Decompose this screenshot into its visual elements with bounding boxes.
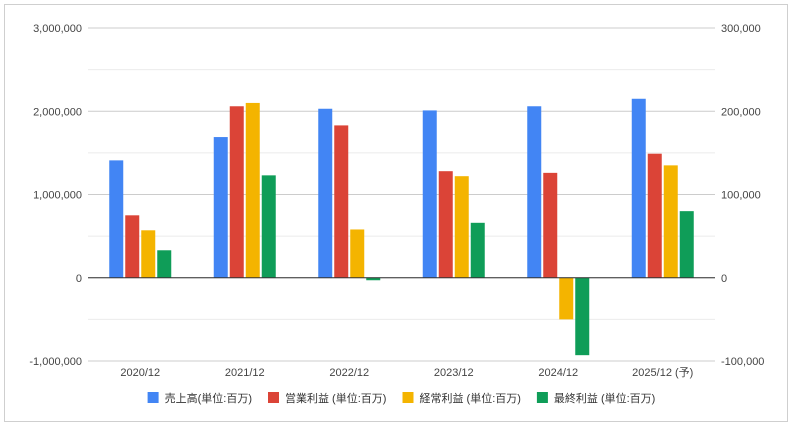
right-axis-ticks: 300,000 200,000 100,000 0 -100,000	[721, 23, 764, 368]
category-label: 2024/12	[538, 367, 578, 379]
right-tick-label: -100,000	[721, 356, 764, 368]
legend-label: 営業利益 (単位:百万)	[285, 391, 386, 405]
legend-swatch	[147, 392, 159, 403]
right-tick-label: 300,000	[721, 23, 761, 35]
bar-1-2	[213, 137, 228, 278]
legend-item: 経常利益 (単位:百万)	[402, 391, 521, 405]
left-tick-label: -1,000,000	[29, 356, 82, 368]
legend-item: 営業利益 (単位:百万)	[268, 391, 386, 405]
left-tick-label: 3,000,000	[33, 23, 82, 35]
left-tick-label: 2,000,000	[33, 106, 82, 118]
bar-4-1	[157, 250, 172, 278]
bar-4-2	[261, 175, 276, 278]
gridlines	[88, 27, 715, 362]
legend-label: 売上高(単位:百万)	[165, 391, 252, 405]
category-label: 2022/12	[329, 367, 369, 379]
legend-swatch	[402, 392, 414, 403]
bar-2-1	[125, 215, 140, 278]
legend-label: 経常利益 (単位:百万)	[420, 391, 521, 405]
bar-3-2	[245, 102, 260, 278]
bar-2-4	[438, 171, 453, 278]
legend-swatch	[536, 392, 548, 403]
bar-4-4	[470, 222, 485, 278]
bar-2-3	[334, 125, 349, 278]
left-tick-label: 1,000,000	[33, 190, 82, 202]
bar-3-6	[663, 165, 678, 278]
legend-item: 売上高(単位:百万)	[147, 391, 252, 405]
right-tick-label: 200,000	[721, 106, 761, 118]
bars-group	[109, 98, 694, 356]
category-label: 2021/12	[225, 367, 265, 379]
bar-1-6	[631, 98, 646, 278]
bar-1-4	[422, 110, 437, 278]
left-axis-ticks: 3,000,000 2,000,000 1,000,000 0 -1,000,000	[29, 23, 82, 368]
bar-1-3	[318, 108, 333, 278]
bar-4-5	[575, 277, 590, 356]
bar-1-1	[109, 160, 124, 278]
chart-frame: 3,000,000 2,000,000 1,000,000 0 -1,000,000 3…	[4, 4, 788, 422]
bar-3-3	[350, 229, 365, 278]
legend-item: 最終利益 (単位:百万)	[536, 391, 655, 405]
bar-2-2	[229, 106, 244, 278]
bar-4-3	[366, 277, 381, 281]
bar-3-5	[559, 277, 574, 320]
right-tick-label: 100,000	[721, 190, 761, 202]
left-tick-label: 0	[76, 273, 82, 285]
legend-swatch	[268, 392, 279, 403]
category-label: 2020/12	[120, 367, 160, 379]
category-labels: 2020/12 2021/12 2022/12 2023/12 2024/12 2025/…	[120, 366, 693, 379]
bar-4-6	[679, 211, 694, 278]
category-label: 2023/12	[434, 367, 474, 379]
right-tick-label: 0	[721, 273, 727, 285]
category-label: 2025/12 (予)	[632, 366, 693, 379]
legend: 売上高(単位:百万) 営業利益 (単位:百万) 経常利益 (単位:百万) 最終利益 (…	[147, 391, 655, 405]
bar-3-4	[454, 176, 469, 278]
bar-1-5	[527, 106, 542, 278]
bar-2-6	[647, 153, 662, 278]
bar-2-5	[543, 172, 558, 278]
bar-chart: 3,000,000 2,000,000 1,000,000 0 -1,000,000 3…	[29, 23, 764, 405]
legend-label: 最終利益 (単位:百万)	[554, 391, 655, 405]
bar-3-1	[141, 230, 156, 278]
